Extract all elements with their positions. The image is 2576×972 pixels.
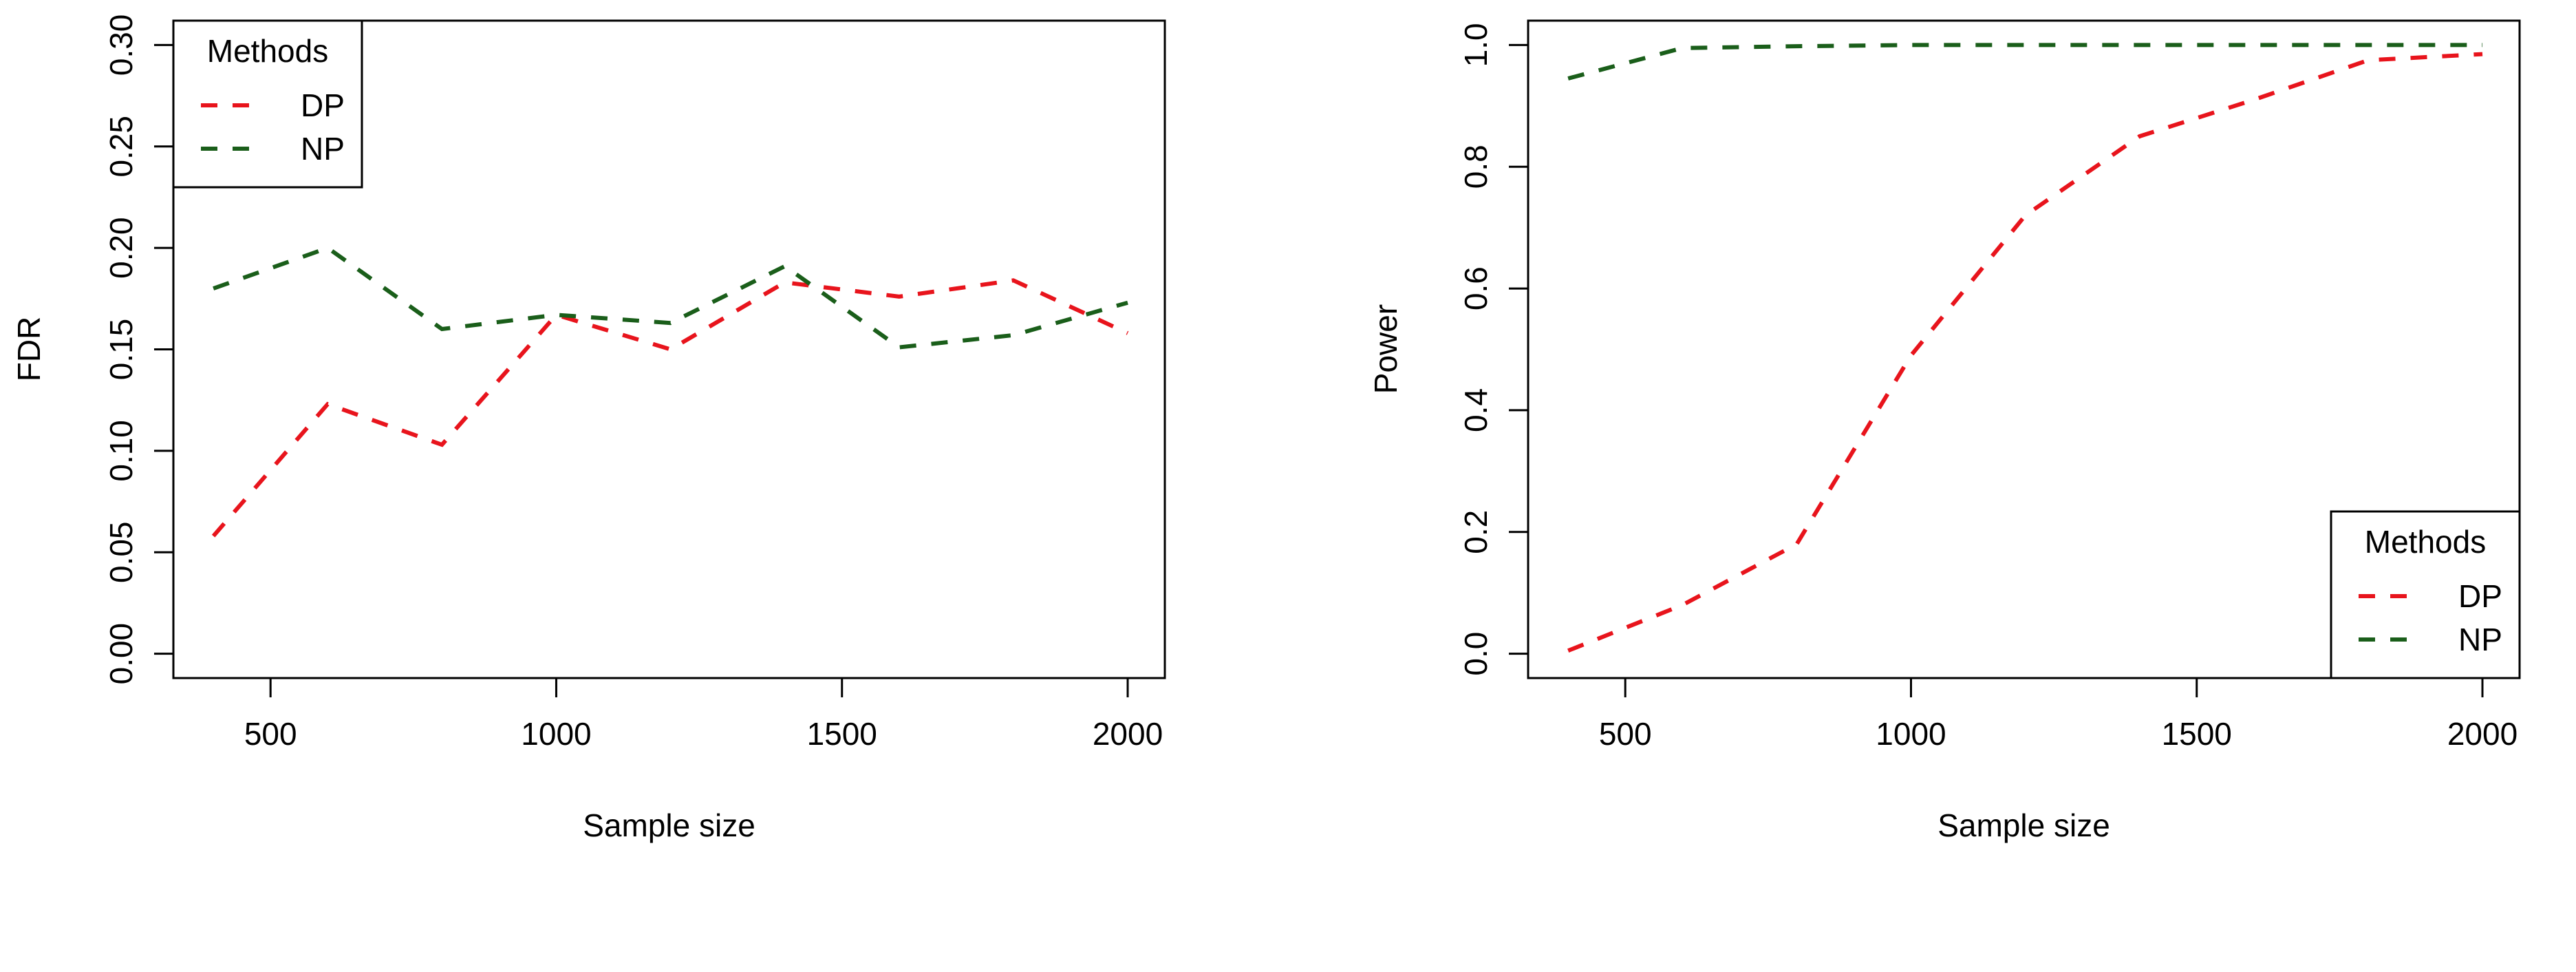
- legend-label-np: NP: [2458, 622, 2502, 657]
- y-tick-label: 1.0: [1458, 23, 1494, 67]
- y-tick-label: 0.8: [1458, 145, 1494, 189]
- series-line-dp: [211, 278, 1129, 538]
- legend: Methods DP NP: [2330, 510, 2521, 679]
- x-tick-label: 1500: [807, 716, 877, 752]
- legend: Methods DP NP: [172, 19, 363, 189]
- series-line-dp: [1567, 52, 2483, 653]
- y-tick-label: 0.2: [1458, 510, 1494, 554]
- series-line-np: [213, 245, 1128, 350]
- y-axis-title: Power: [1368, 304, 1404, 394]
- x-tick-label: 1000: [1876, 716, 1946, 752]
- y-tick-label: 0.4: [1458, 388, 1494, 432]
- x-tick-label: 2000: [2447, 716, 2518, 752]
- legend-label-np: NP: [301, 131, 345, 167]
- x-tick-label: 1500: [2162, 716, 2232, 752]
- x-axis-title: Sample size: [583, 807, 755, 843]
- y-tick-label: 0.15: [103, 319, 139, 381]
- y-tick-label: 0.10: [103, 420, 139, 482]
- x-tick-label: 500: [244, 716, 297, 752]
- legend-title: Methods: [207, 33, 328, 69]
- x-axis-title: Sample size: [1938, 807, 2110, 843]
- power-panel: 500 1000 1500 2000 0.0 0.2 0.4 0.6 0.8 1.0 Sample …: [1368, 19, 2521, 843]
- y-axis-title: FDR: [11, 317, 47, 382]
- series-line-np: [1567, 43, 2483, 81]
- legend-label-dp: DP: [301, 87, 345, 123]
- legend-label-dp: DP: [2458, 578, 2502, 614]
- y-tick-label: 0.30: [103, 14, 139, 76]
- y-tick-label: 0.6: [1458, 266, 1494, 310]
- x-tick-label: 2000: [1093, 716, 1163, 752]
- y-tick-label: 0.0: [1458, 632, 1494, 676]
- y-tick-label: 0.20: [103, 217, 139, 279]
- y-tick-label: 0.25: [103, 116, 139, 178]
- x-tick-label: 500: [1599, 716, 1652, 752]
- fdr-panel: 500 1000 1500 2000 0.00 0.05 0.10 0.15 0.20 0.25 0…: [11, 14, 1166, 843]
- y-tick-label: 0.05: [103, 521, 139, 583]
- x-tick-label: 1000: [521, 716, 591, 752]
- y-tick-label: 0.00: [103, 623, 139, 685]
- legend-title: Methods: [2365, 524, 2486, 560]
